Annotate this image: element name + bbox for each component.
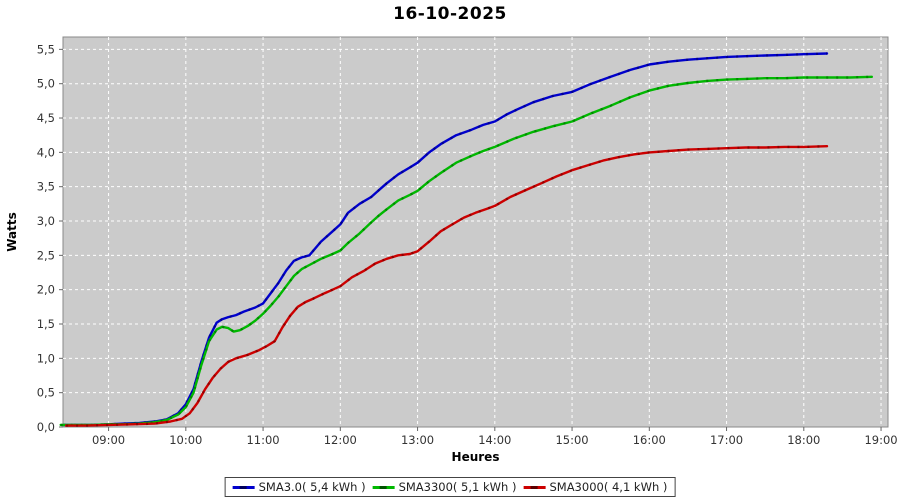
x-tick-label: 17:00 — [710, 433, 743, 447]
x-tick-label: 13:00 — [401, 433, 434, 447]
x-tick-label: 18:00 — [787, 433, 820, 447]
x-tick-label: 09:00 — [92, 433, 125, 447]
y-tick-label: 2,5 — [37, 248, 55, 262]
x-tick-label: 11:00 — [246, 433, 279, 447]
series-line — [59, 75, 873, 427]
legend-item: SMA3000( 4,1 kWh ) — [523, 480, 667, 494]
legend-line-swatch — [372, 485, 395, 489]
x-tick-label: 16:00 — [633, 433, 666, 447]
x-tick-label: 10:00 — [169, 433, 202, 447]
x-tick-label: 19:00 — [864, 433, 897, 447]
y-tick-label: 1,5 — [37, 317, 55, 331]
legend-item: SMA3.0( 5,4 kWh ) — [232, 480, 366, 494]
legend-line-swatch — [232, 485, 255, 489]
y-tick-label: 0,0 — [37, 420, 55, 434]
legend-line-swatch — [523, 485, 546, 489]
y-tick-label: 2,0 — [37, 283, 55, 297]
y-tick-label: 5,0 — [37, 77, 55, 91]
y-tick-label: 3,5 — [37, 180, 55, 194]
y-tick-label: 1,0 — [37, 351, 55, 365]
y-axis-title: Watts — [5, 212, 19, 252]
y-tick-label: 5,5 — [37, 42, 55, 56]
legend-item: SMA3300( 5,1 kWh ) — [372, 480, 517, 494]
legend: SMA3.0( 5,4 kWh ) SMA3300( 5,1 kWh ) SMA30… — [224, 477, 676, 497]
legend-label: SMA3000( 4,1 kWh ) — [549, 480, 668, 494]
series-markers — [66, 145, 828, 427]
x-tick-label: 14:00 — [478, 433, 511, 447]
chart-title: 16-10-2025 — [393, 4, 507, 24]
x-axis-title: Heures — [452, 450, 500, 464]
plot-background — [62, 36, 889, 428]
x-tick-label: 15:00 — [555, 433, 588, 447]
legend-label: SMA3300( 5,1 kWh ) — [398, 480, 517, 494]
y-tick-label: 0,5 — [37, 386, 55, 400]
y-tick-label: 4,5 — [37, 111, 55, 125]
x-tick-label: 12:00 — [324, 433, 357, 447]
legend-label: SMA3.0( 5,4 kWh ) — [258, 480, 366, 494]
y-tick-label: 3,0 — [37, 214, 55, 228]
y-tick-label: 4,0 — [37, 145, 55, 159]
